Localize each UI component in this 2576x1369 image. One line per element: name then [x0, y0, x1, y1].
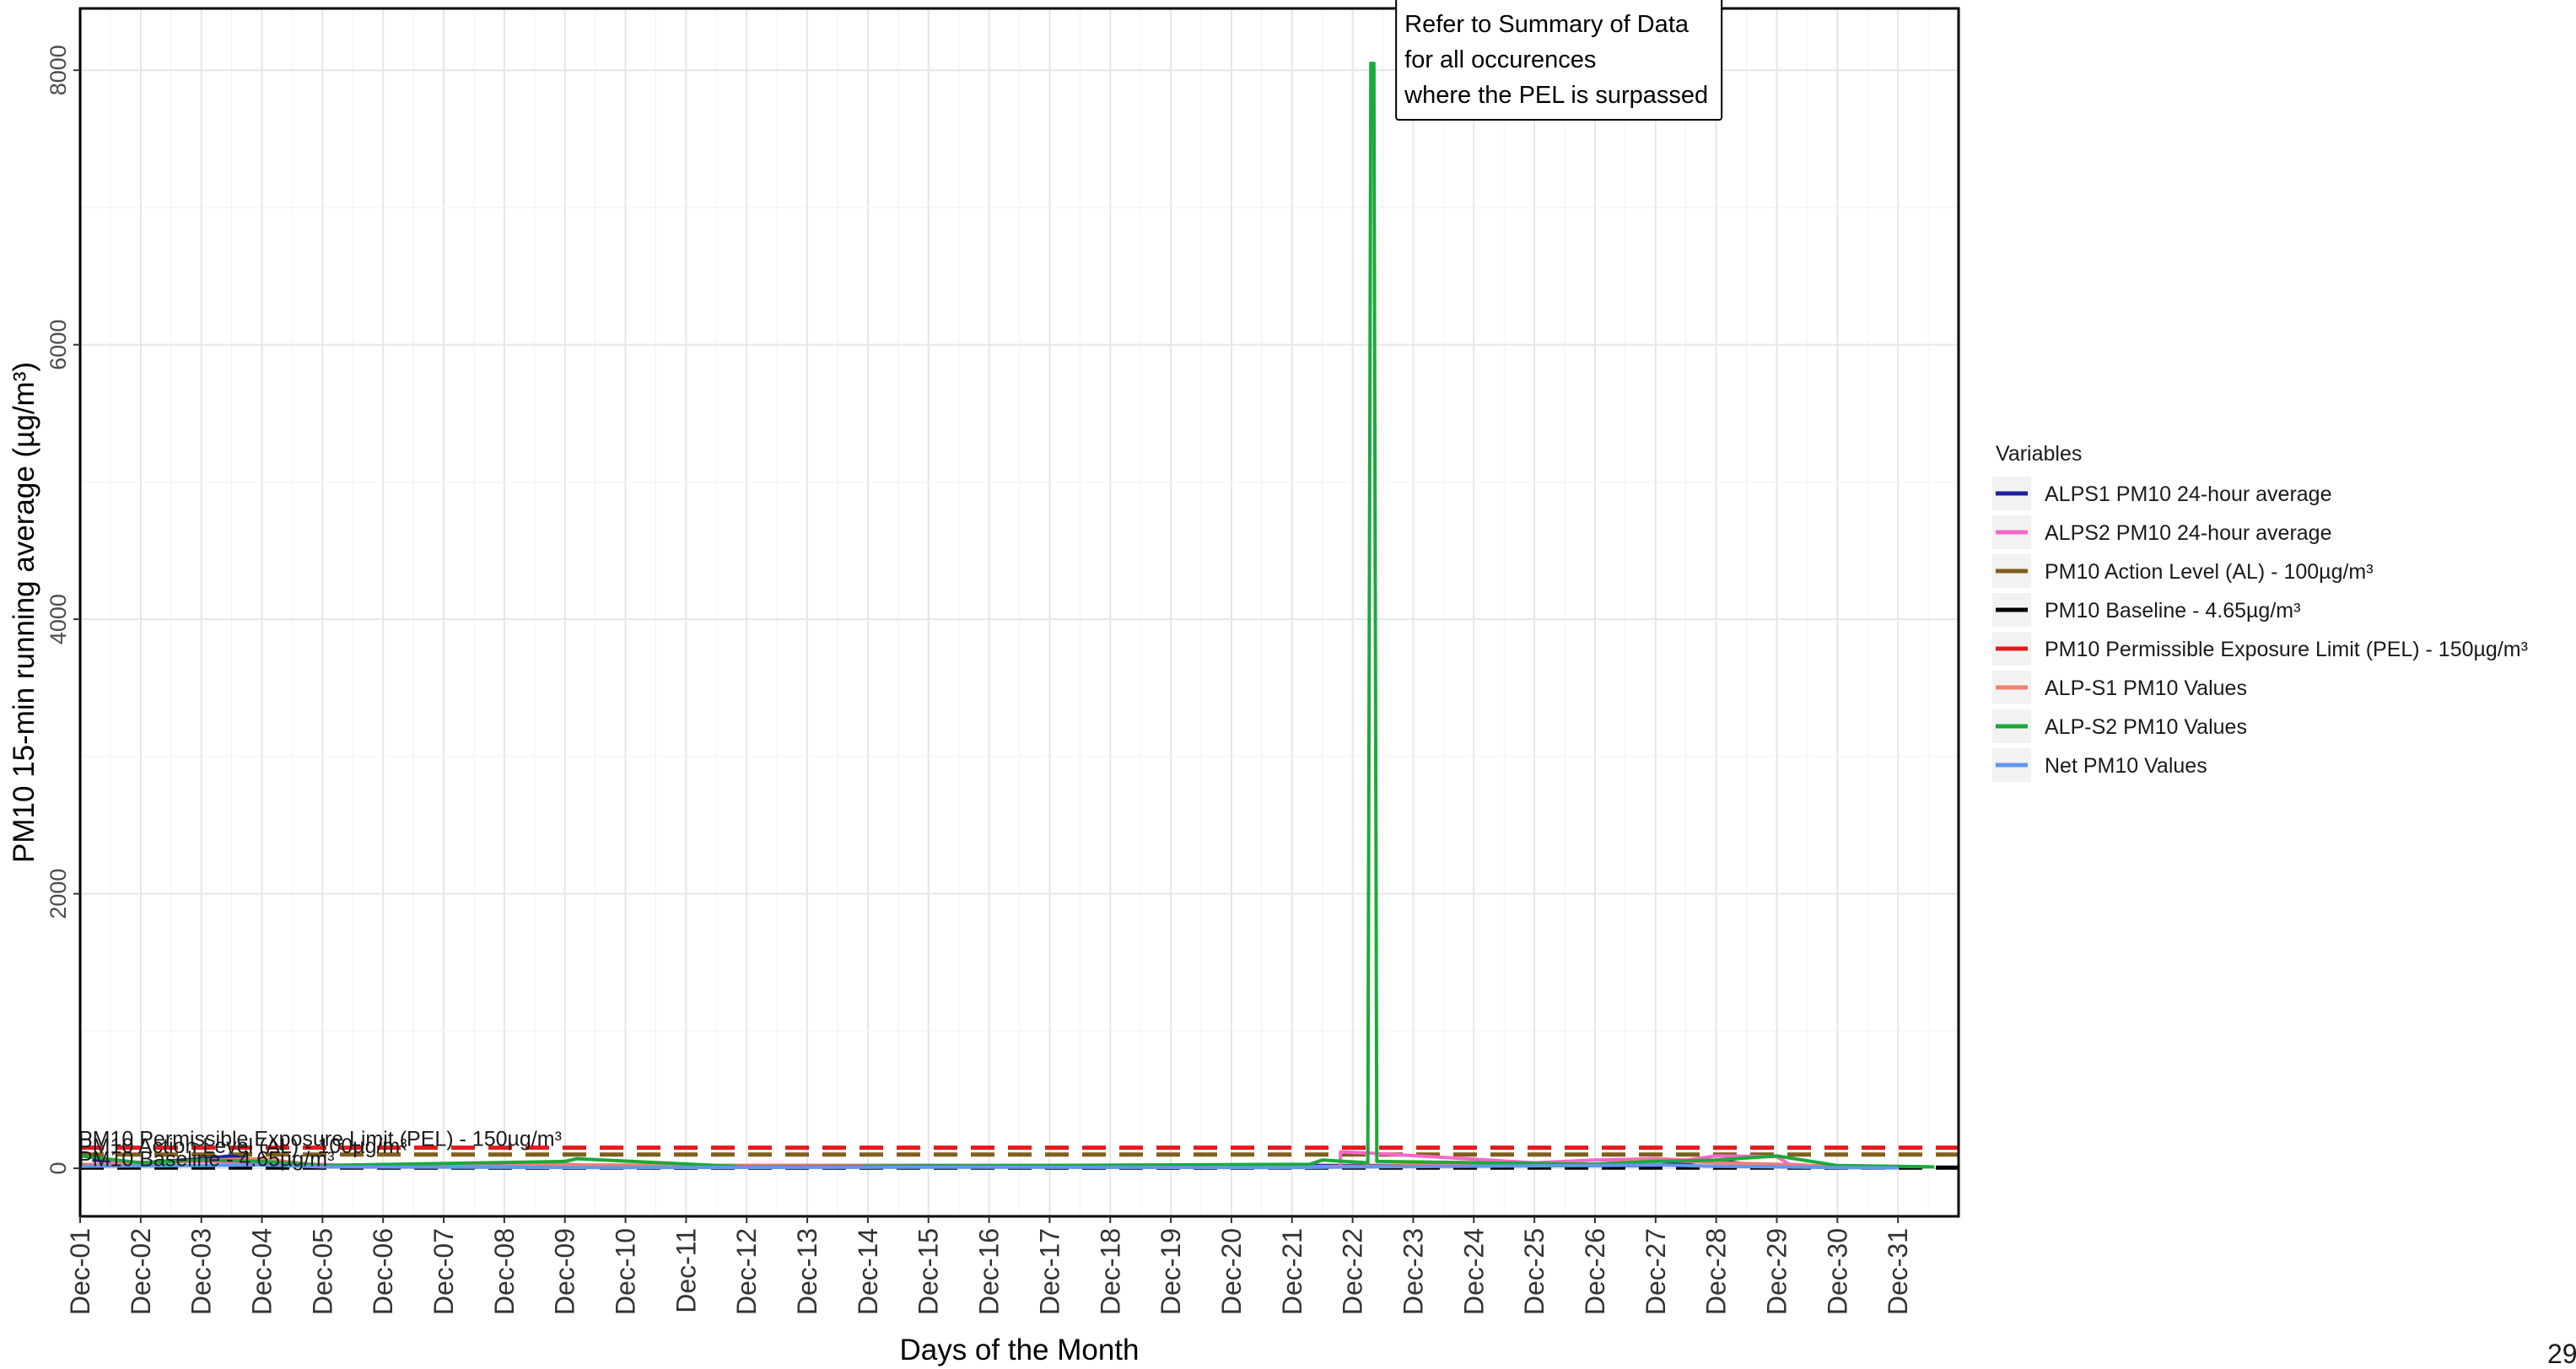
x-tick-label: Dec-03 — [186, 1228, 217, 1315]
y-tick-label: 2000 — [46, 869, 71, 919]
legend-label: PM10 Baseline - 4.65µg/m³ — [2045, 599, 2300, 623]
annotation-line-1: Refer to Summary of Data — [1404, 11, 1689, 38]
annotation-line-3: where the PEL is surpassed — [1404, 82, 1708, 109]
x-tick-label: Dec-31 — [1883, 1228, 1913, 1315]
legend-label: ALPS2 PM10 24-hour average — [2045, 521, 2332, 545]
x-tick-label: Dec-11 — [671, 1228, 701, 1313]
reference-label-0: PM10 Permissible Exposure Limit (PEL) - … — [78, 1128, 562, 1151]
x-tick-label: Dec-01 — [65, 1228, 95, 1315]
x-tick-label: Dec-27 — [1641, 1228, 1671, 1315]
x-tick-label: Dec-08 — [489, 1228, 520, 1315]
x-tick-label: Dec-17 — [1034, 1228, 1064, 1315]
axis-layer: 0 2000 4000 6000 8000 Dec-01 Dec-02 Dec-03 Dec-0… — [46, 45, 1913, 1315]
legend-label: ALP-S1 PM10 Values — [2045, 676, 2247, 700]
x-tick-label: Dec-24 — [1458, 1228, 1489, 1315]
series-layer — [79, 62, 1935, 1170]
x-tick-label: Dec-18 — [1095, 1228, 1125, 1315]
x-tick-label: Dec-06 — [368, 1228, 398, 1315]
y-tick-label: 4000 — [46, 594, 71, 644]
x-tick-label: Dec-20 — [1216, 1228, 1247, 1315]
reference-label-2: PM10 Baseline - 4.65µg/m³ — [78, 1147, 334, 1171]
reference-labels-layer: PM10 Permissible Exposure Limit (PEL) - … — [78, 1128, 562, 1172]
x-tick-label: Dec-12 — [731, 1228, 762, 1315]
x-axis-title: Days of the Month — [899, 1334, 1139, 1366]
x-tick-label: Dec-22 — [1338, 1228, 1368, 1315]
legend-label: Net PM10 Values — [2045, 754, 2207, 778]
x-tick-label: Dec-23 — [1398, 1228, 1428, 1315]
x-tick-label: Dec-07 — [428, 1228, 459, 1315]
legend-title: Variables — [1996, 442, 2082, 466]
x-tick-label: Dec-14 — [853, 1228, 883, 1315]
annotation-line-2: for all occurences — [1404, 46, 1596, 73]
x-tick-label: Dec-16 — [974, 1228, 1005, 1315]
plot-panel-border — [78, 7, 1960, 1218]
x-tick-label: Dec-29 — [1761, 1228, 1792, 1315]
annotation-box: Refer to Summary of Data for all occuren… — [1395, 0, 1723, 121]
legend-items: ALPS1 PM10 24-hour average ALPS2 PM10 24-… — [1992, 477, 2528, 782]
x-tick-label: Dec-04 — [247, 1228, 278, 1315]
legend-label: PM10 Action Level (AL) - 100µg/m³ — [2045, 560, 2374, 584]
page-number: 29 — [2547, 1339, 2576, 1369]
x-tick-label: Dec-02 — [126, 1228, 156, 1315]
legend: Variables ALPS1 PM10 24-hour averageALPS… — [1992, 442, 2528, 782]
series-line-3 — [79, 62, 1935, 1169]
x-tick-label: Dec-10 — [611, 1228, 641, 1315]
series-line-4 — [79, 1163, 1899, 1170]
y-axis-title: PM10 15-min running average (µg/m³) — [8, 362, 40, 863]
legend-label: ALP-S2 PM10 Values — [2045, 715, 2247, 739]
reference-label-1: PM10 Action Level (AL) - 100µg/m³ — [78, 1135, 407, 1158]
x-tick-label: Dec-19 — [1156, 1228, 1186, 1315]
x-tick-label: Dec-09 — [550, 1228, 580, 1315]
x-tick-label: Dec-13 — [792, 1228, 822, 1315]
x-tick-label: Dec-25 — [1519, 1228, 1549, 1315]
x-tick-label: Dec-05 — [307, 1228, 337, 1315]
annotation-border — [1395, 0, 1723, 121]
y-tick-label: 0 — [46, 1162, 71, 1175]
x-tick-label: Dec-28 — [1701, 1228, 1732, 1315]
legend-label: ALPS1 PM10 24-hour average — [2045, 482, 2332, 506]
x-tick-label: Dec-15 — [913, 1228, 944, 1315]
y-tick-label: 6000 — [46, 320, 71, 370]
legend-label: PM10 Permissible Exposure Limit (PEL) - … — [2045, 638, 2528, 661]
x-tick-label: Dec-26 — [1580, 1228, 1610, 1315]
grid-layer — [79, 8, 1959, 1216]
y-tick-label: 8000 — [46, 45, 71, 95]
x-tick-label: Dec-21 — [1277, 1228, 1307, 1315]
x-tick-label: Dec-30 — [1822, 1228, 1852, 1315]
